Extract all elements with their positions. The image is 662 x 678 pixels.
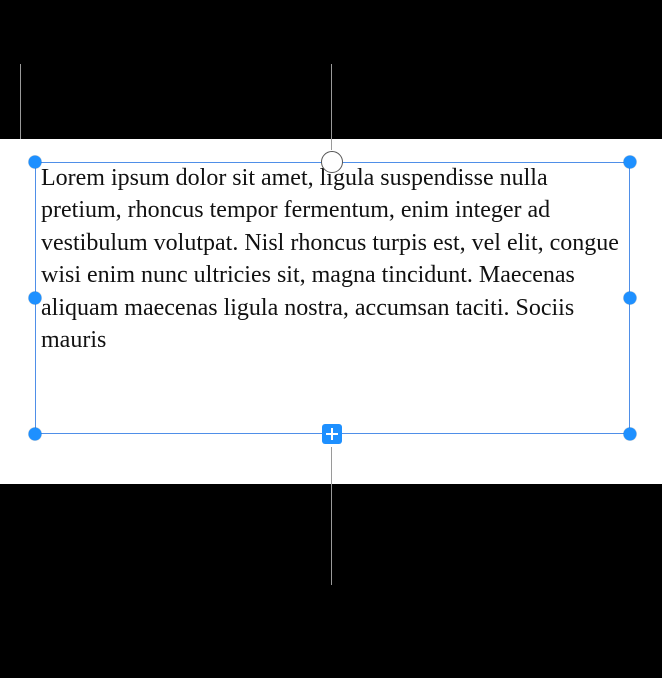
text-box[interactable]: Lorem ipsum dolor sit amet, ligula suspe…: [35, 162, 630, 434]
callout-line: [20, 64, 21, 139]
callout-line: [331, 64, 332, 150]
resize-handle-top-right[interactable]: [624, 156, 637, 169]
resize-handle-bottom-right[interactable]: [624, 428, 637, 441]
callout-line: [331, 447, 332, 585]
rotation-handle[interactable]: [321, 151, 343, 173]
resize-handle-bottom-left[interactable]: [29, 428, 42, 441]
resize-handle-mid-right[interactable]: [624, 292, 637, 305]
text-content[interactable]: Lorem ipsum dolor sit amet, ligula suspe…: [35, 162, 630, 434]
overflow-indicator-plus-icon[interactable]: [322, 424, 342, 444]
resize-handle-mid-left[interactable]: [29, 292, 42, 305]
resize-handle-top-left[interactable]: [29, 156, 42, 169]
